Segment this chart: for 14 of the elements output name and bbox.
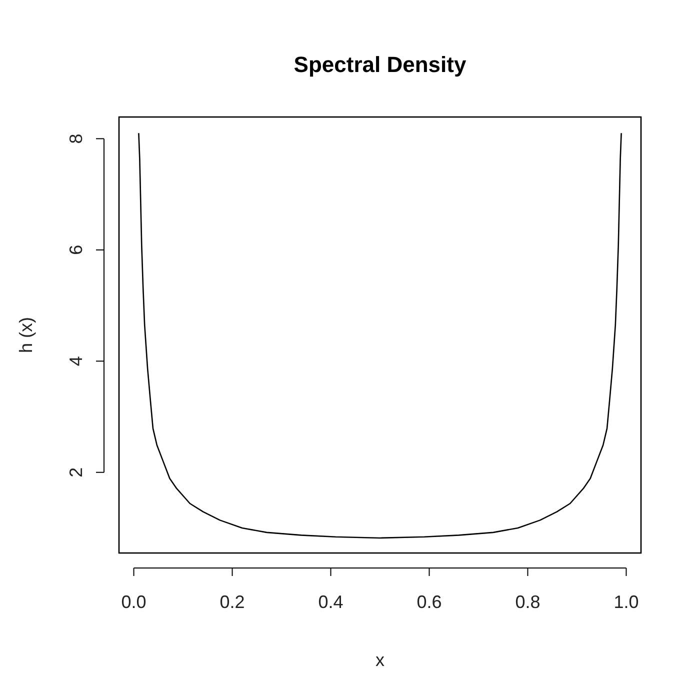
x-tick-label: 0.4 <box>318 592 344 612</box>
y-axis-title: h (x) <box>16 317 36 353</box>
x-tick-label: 0.8 <box>515 592 540 612</box>
x-tick-label: 1.0 <box>614 592 639 612</box>
x-axis-title: x <box>376 650 384 670</box>
x-tick-label: 0.6 <box>416 592 442 612</box>
chart-title: Spectral Density <box>294 52 467 77</box>
x-tick-label: 0.2 <box>220 592 245 612</box>
y-tick-label: 8 <box>66 134 86 144</box>
y-tick-label: 6 <box>66 244 86 255</box>
y-tick-label: 4 <box>66 356 86 366</box>
y-tick-label: 2 <box>66 467 86 478</box>
line-series <box>138 132 622 539</box>
x-tick-label: 0.0 <box>121 592 146 612</box>
